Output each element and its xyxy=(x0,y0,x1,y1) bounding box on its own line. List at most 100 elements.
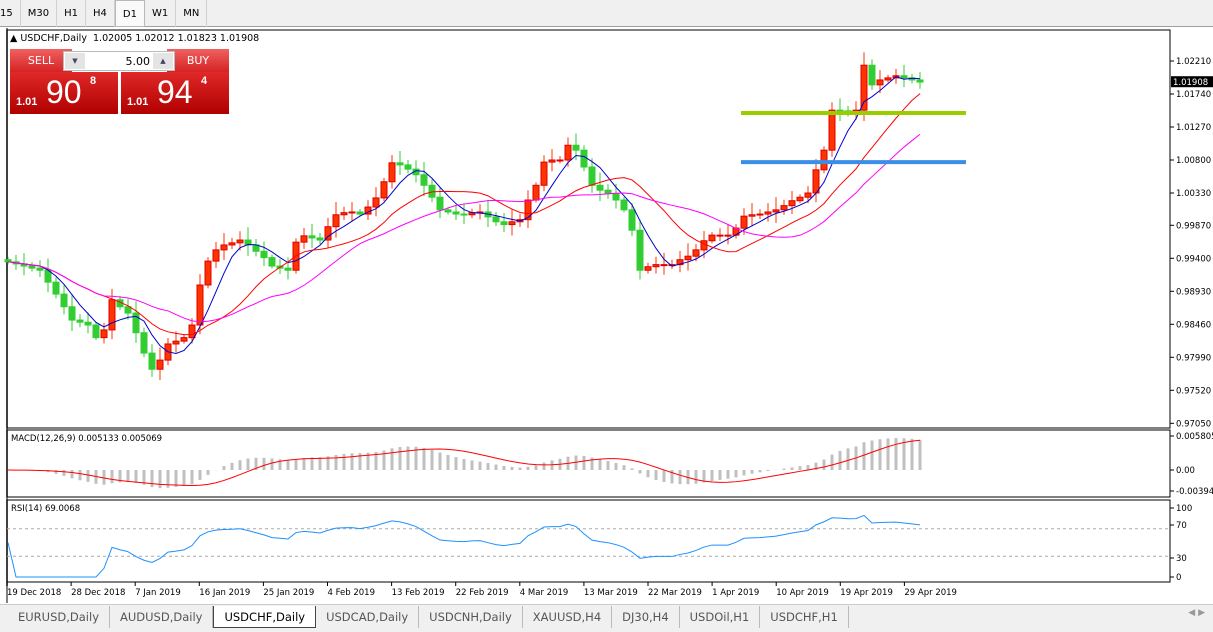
candle-body xyxy=(100,329,108,339)
date-axis-label: 25 Jan 2019 xyxy=(263,588,314,598)
candle-body xyxy=(308,235,316,239)
candle-body xyxy=(260,250,268,259)
macd-signal-line xyxy=(7,439,921,487)
main-panel xyxy=(6,29,1171,429)
timeframe-m30[interactable]: M30 xyxy=(21,0,58,27)
candle-body xyxy=(916,79,924,83)
candle-body xyxy=(212,249,220,262)
candle-body xyxy=(132,312,140,334)
candle-body xyxy=(380,181,388,199)
candle-body xyxy=(756,213,764,216)
candle-body xyxy=(196,284,204,326)
date-axis-label: 16 Jan 2019 xyxy=(199,588,250,598)
date-axis-label: 10 Apr 2019 xyxy=(776,588,829,598)
candle-body xyxy=(172,340,180,345)
chart-tab[interactable]: USDCNH,Daily xyxy=(419,606,523,628)
candle-body xyxy=(124,306,132,314)
chart-tab[interactable]: USDCHF,H1 xyxy=(760,606,849,628)
candle-body xyxy=(60,293,68,308)
increase-lot-icon[interactable]: ▲ xyxy=(153,53,173,69)
candle-body xyxy=(868,64,876,86)
candle-body xyxy=(588,166,596,186)
price-axis-label: 0.99870 xyxy=(1176,221,1211,231)
candle-body xyxy=(220,244,228,251)
chart-tab[interactable]: USDCHF,Daily xyxy=(213,606,317,628)
candle-body xyxy=(660,264,668,267)
macd-axis-label: 0.005805 xyxy=(1176,432,1213,442)
sell-price-button[interactable]: 1.01 90 8 xyxy=(10,72,118,114)
candle-body xyxy=(316,237,324,241)
buy-price-main: 94 xyxy=(157,74,193,110)
candle-body xyxy=(428,184,436,198)
candle-body xyxy=(76,319,84,323)
candle-body xyxy=(28,265,36,269)
price-axis-label: 0.98460 xyxy=(1176,320,1211,330)
timeframe-15[interactable]: 15 xyxy=(0,0,21,27)
candle-body xyxy=(52,281,60,295)
price-axis-label: 1.01270 xyxy=(1176,123,1211,133)
sell-button[interactable]: SELL xyxy=(10,49,72,73)
candle-body xyxy=(356,211,364,215)
candle-body xyxy=(268,257,276,267)
date-axis-label: 19 Dec 2018 xyxy=(7,588,61,598)
candle-body xyxy=(236,239,244,244)
buy-button[interactable]: BUY xyxy=(167,49,229,73)
candle-body xyxy=(652,264,660,268)
candle-body xyxy=(84,321,92,326)
lot-size-input[interactable] xyxy=(86,53,152,69)
candle-body xyxy=(524,199,532,221)
candle-body xyxy=(764,211,772,215)
candle-body xyxy=(564,144,572,161)
rsi-panel xyxy=(6,499,1171,583)
chart-tab[interactable]: XAUUSD,H4 xyxy=(523,606,613,628)
candle-body xyxy=(420,174,428,186)
rsi-axis-label: 100 xyxy=(1176,504,1192,514)
date-axis-label: 4 Feb 2019 xyxy=(328,588,376,598)
candle-body xyxy=(108,299,116,331)
collapse-triangle-icon[interactable]: ▲ xyxy=(10,33,18,44)
candle-body xyxy=(404,164,412,170)
candle-body xyxy=(876,79,884,86)
chart-tab[interactable]: USDCAD,Daily xyxy=(316,606,420,628)
price-axis-label: 0.98930 xyxy=(1176,287,1211,297)
macd-panel xyxy=(6,429,1171,498)
buy-price-button[interactable]: 1.01 94 4 xyxy=(121,72,229,114)
candle-body xyxy=(284,267,292,271)
candle-body xyxy=(684,255,692,261)
decrease-lot-icon[interactable]: ▼ xyxy=(65,53,85,69)
timeframe-w1[interactable]: W1 xyxy=(145,0,177,27)
timeframe-h1[interactable]: H1 xyxy=(57,0,86,27)
timeframe-h4[interactable]: H4 xyxy=(86,0,115,27)
candle-body xyxy=(700,240,708,251)
candle-body xyxy=(532,184,540,201)
candle-body xyxy=(68,306,76,321)
candle-body xyxy=(860,64,868,111)
candle-body xyxy=(740,215,748,229)
candle-body xyxy=(500,221,508,226)
candle-body xyxy=(644,266,652,271)
candle-body xyxy=(508,221,516,226)
timeframe-d1[interactable]: D1 xyxy=(114,0,145,27)
candle-body xyxy=(332,214,340,228)
chart-tab[interactable]: DJ30,H4 xyxy=(612,606,680,628)
candle-body xyxy=(620,199,628,211)
ma-fast-line xyxy=(7,76,921,355)
candle-body xyxy=(828,109,836,151)
timeframe-mn[interactable]: MN xyxy=(176,0,208,27)
chart-tab[interactable]: EURUSD,Daily xyxy=(8,606,110,628)
macd-label: MACD(12,26,9) 0.005133 0.005069 xyxy=(11,434,162,444)
price-chart[interactable]: 1.02210 1.01740 1.01270 1.00800 1.00330 0.998… xyxy=(0,0,1213,604)
date-axis-label: 19 Apr 2019 xyxy=(840,588,893,598)
chart-header: ▲ USDCHF,Daily 1.02005 1.02012 1.01823 1… xyxy=(10,33,259,44)
buy-price-big: 1.01 xyxy=(127,96,149,108)
date-axis-label: 13 Mar 2019 xyxy=(584,588,638,598)
candle-body xyxy=(796,196,804,202)
candle-body xyxy=(724,234,732,237)
tab-scroll-arrows-icon[interactable]: ◀ ▶ xyxy=(1188,608,1205,618)
candle-body xyxy=(788,200,796,207)
candle-body xyxy=(436,196,444,211)
chart-tab[interactable]: USDOil,H1 xyxy=(680,606,761,628)
chart-tab[interactable]: AUDUSD,Daily xyxy=(110,606,214,628)
date-axis-label: 22 Mar 2019 xyxy=(648,588,702,598)
candle-body xyxy=(596,184,604,191)
